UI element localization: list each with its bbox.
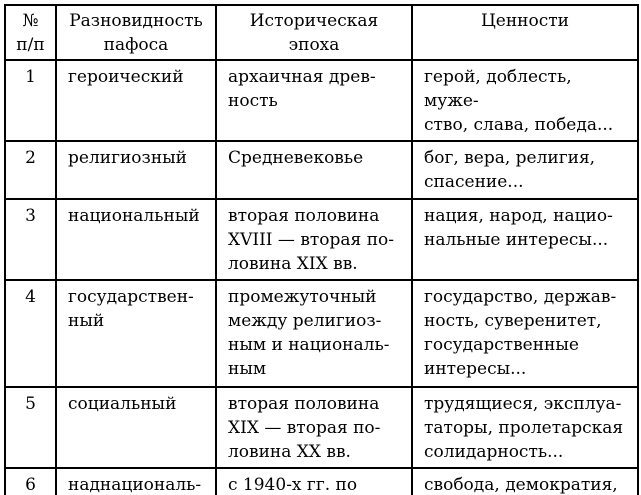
cell-values: герой, доблесть, муже- ство, слава, побе… bbox=[411, 59, 639, 142]
cell-number: 3 bbox=[4, 198, 57, 281]
pathos-varieties-table: № п/п Разновидность пафоса Историческая … bbox=[4, 4, 639, 495]
cell-pathos: героический bbox=[55, 59, 217, 142]
cell-epoch: вторая половина XIX — вторая по- ловина … bbox=[215, 386, 413, 469]
cell-pathos: наднациональ- ный bbox=[55, 467, 217, 495]
header-number: № п/п bbox=[4, 4, 57, 61]
cell-values: трудящиеся, эксплуа- таторы, пролетарска… bbox=[411, 386, 639, 469]
table-row: 6 наднациональ- ный с 1940-х гг. по наст… bbox=[4, 467, 639, 495]
cell-epoch: промежуточный между религиоз- ным и наци… bbox=[215, 279, 413, 388]
table-row: 5 социальный вторая половина XIX — втора… bbox=[4, 386, 639, 469]
cell-values: нация, народ, нацио- нальные интересы... bbox=[411, 198, 639, 281]
header-pathos-variety: Разновидность пафоса bbox=[55, 4, 217, 61]
table-row: 3 национальный вторая половина XVIII — в… bbox=[4, 198, 639, 281]
cell-pathos: религиозный bbox=[55, 140, 217, 200]
cell-epoch: архаичная древ- ность bbox=[215, 59, 413, 142]
cell-number: 6 bbox=[4, 467, 57, 495]
table-row: 2 религиозный Средневековье бог, вера, р… bbox=[4, 140, 639, 200]
table-row: 4 государствен- ный промежуточный между … bbox=[4, 279, 639, 388]
cell-number: 4 bbox=[4, 279, 57, 388]
header-values: Ценности bbox=[411, 4, 639, 61]
cell-values: бог, вера, религия, спасение... bbox=[411, 140, 639, 200]
cell-number: 2 bbox=[4, 140, 57, 200]
cell-pathos: социальный bbox=[55, 386, 217, 469]
cell-pathos: государствен- ный bbox=[55, 279, 217, 388]
cell-values: свобода, демократия, права человека... bbox=[411, 467, 639, 495]
cell-epoch: Средневековье bbox=[215, 140, 413, 200]
cell-number: 1 bbox=[4, 59, 57, 142]
cell-values: государство, держав- ность, суверенитет,… bbox=[411, 279, 639, 388]
cell-pathos: национальный bbox=[55, 198, 217, 281]
table-header-row: № п/п Разновидность пафоса Историческая … bbox=[4, 4, 639, 61]
cell-number: 5 bbox=[4, 386, 57, 469]
header-historical-epoch: Историческая эпоха bbox=[215, 4, 413, 61]
cell-epoch: вторая половина XVIII — вторая по- ловин… bbox=[215, 198, 413, 281]
cell-epoch: с 1940-х гг. по наст. время bbox=[215, 467, 413, 495]
table-row: 1 героический архаичная древ- ность геро… bbox=[4, 59, 639, 142]
